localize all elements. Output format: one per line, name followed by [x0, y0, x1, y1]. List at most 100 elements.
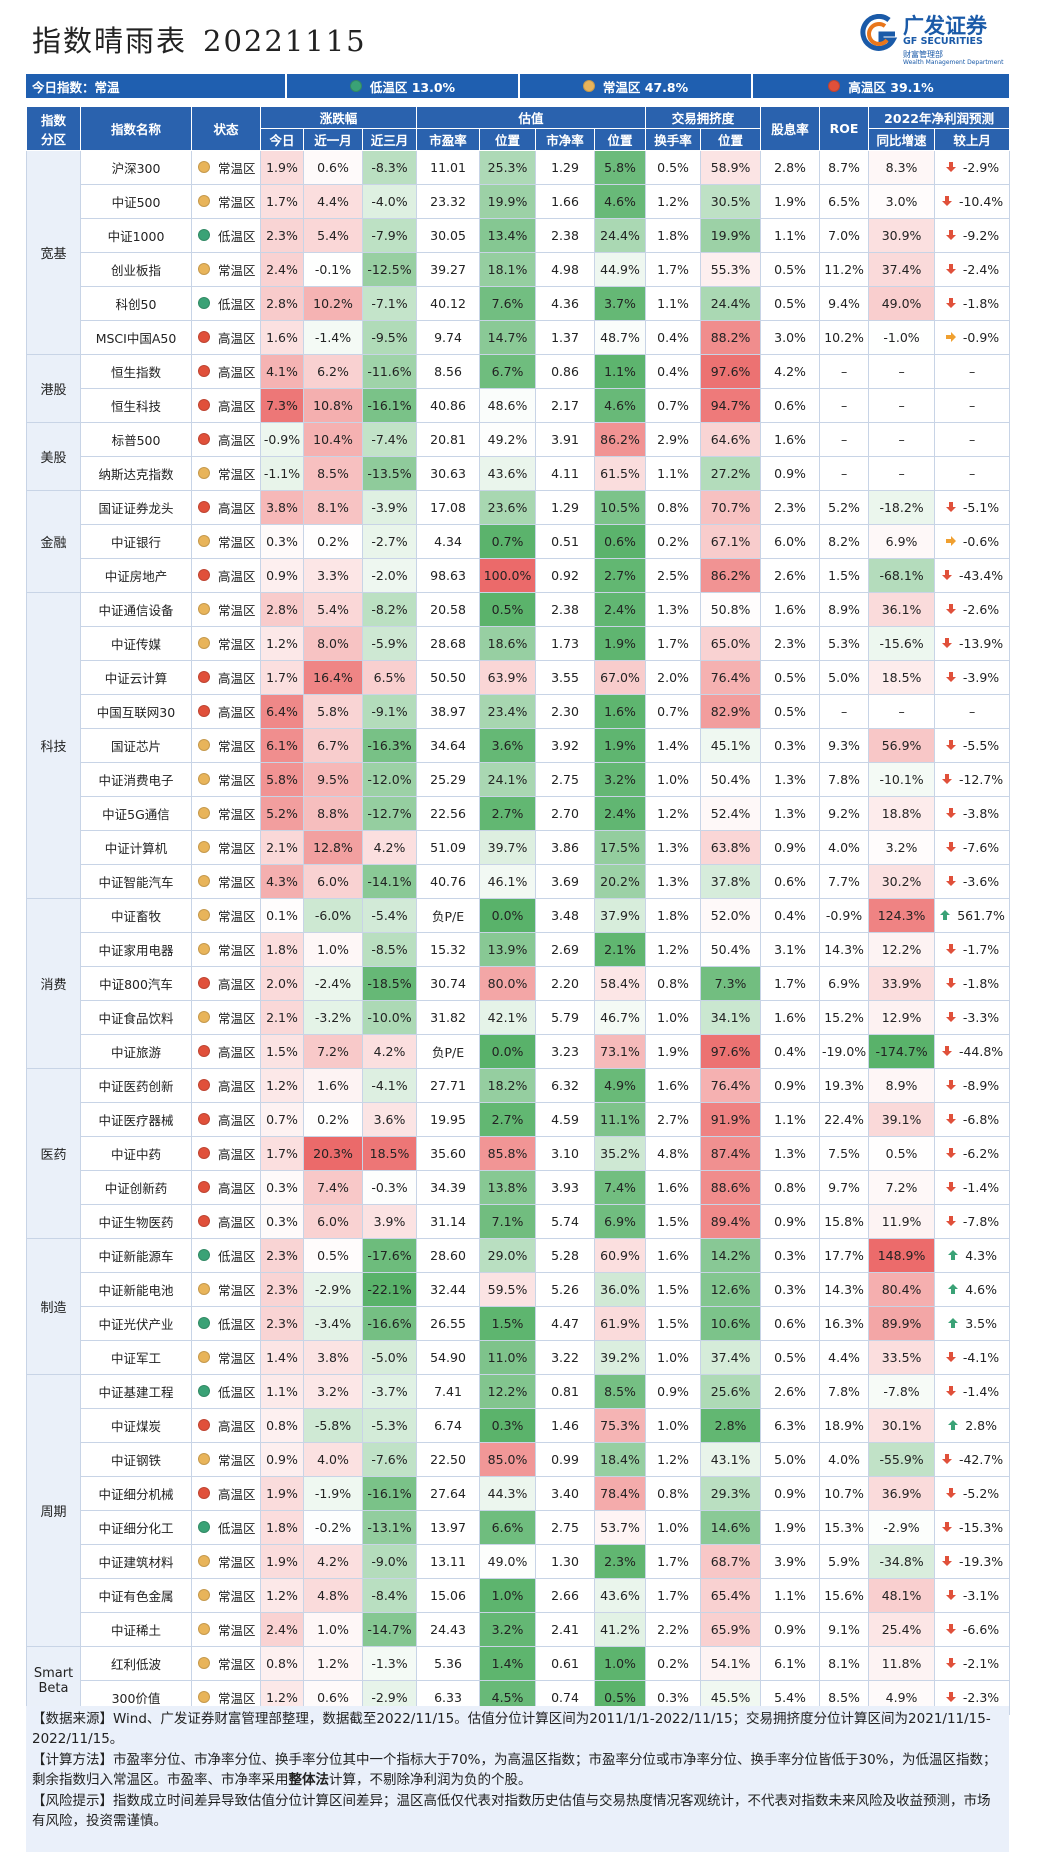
data-cell: 45.1%: [700, 728, 762, 763]
data-cell: 67.1%: [700, 524, 762, 559]
data-cell: 4.4%: [819, 1340, 870, 1375]
data-cell: -1.4%: [303, 320, 363, 355]
index-name: 中证有色金属: [80, 1578, 192, 1613]
data-cell: 6.6%: [479, 1510, 537, 1545]
status-text: 高温区: [218, 331, 256, 346]
data-cell: 0.3%: [760, 728, 821, 763]
index-name: 中证800汽车: [80, 966, 192, 1001]
data-cell: 15.2%: [819, 1000, 870, 1035]
data-cell: –: [819, 456, 870, 491]
status-dot: [198, 501, 210, 513]
data-cell: 2.7%: [645, 1102, 702, 1137]
mom-cell: –: [934, 388, 1011, 423]
table-row: 中证消费电子 常温区 5.8% 9.5% -12.0% 25.29 24.1% 2.75 3.2…: [27, 762, 1011, 797]
data-cell: 9.3%: [819, 728, 870, 763]
data-cell: 1.73: [535, 626, 596, 661]
data-cell: 1.0%: [645, 1340, 702, 1375]
data-cell: 2.0%: [645, 660, 702, 695]
data-cell: 0.4%: [760, 898, 821, 933]
note-text: 指数成立时间差异导致估值分位计算区间差异；温区高低仅代表对指数历史估值与交易热度…: [32, 1793, 991, 1829]
data-cell: 4.2%: [361, 1034, 418, 1069]
data-cell: 0.2%: [645, 524, 702, 559]
index-name: 中证军工: [80, 1340, 192, 1375]
cell-value: –: [968, 398, 976, 413]
mom-cell: -19.3%: [934, 1544, 1011, 1579]
data-cell: 48.1%: [868, 1578, 936, 1613]
index-name: 中证计算机: [80, 830, 192, 865]
data-cell: –: [819, 694, 870, 729]
data-cell: 0.81: [535, 1374, 596, 1409]
group-cell: 科技: [26, 592, 81, 899]
data-cell: 6.3%: [760, 1408, 821, 1443]
status-cell: 常温区: [191, 830, 261, 865]
data-cell: -3.7%: [361, 1374, 418, 1409]
data-cell: 2.3%: [260, 1238, 304, 1273]
data-cell: 39.7%: [479, 830, 537, 865]
data-cell: -8.3%: [361, 150, 418, 185]
data-cell: 3.0%: [868, 184, 936, 219]
status-cell: 常温区: [191, 626, 261, 661]
trend-icon: [945, 1182, 956, 1192]
data-cell: 63.8%: [700, 830, 762, 865]
data-cell: 1.3%: [645, 864, 702, 899]
mom-cell: -2.4%: [934, 252, 1011, 287]
data-cell: 35.60: [416, 1136, 481, 1171]
zone-label: 低温区 13.0%: [369, 79, 456, 95]
data-cell: 5.4%: [303, 218, 363, 253]
data-cell: 5.0%: [760, 1442, 821, 1477]
data-cell: 2.41: [535, 1612, 596, 1647]
status-cell: 常温区: [191, 592, 261, 627]
data-cell: 0.7%: [260, 1102, 304, 1137]
trend-icon: [941, 1454, 952, 1464]
data-cell: 0.8%: [260, 1408, 304, 1443]
data-cell: 54.1%: [700, 1646, 762, 1681]
note-label: 【计算方法】: [32, 1752, 113, 1768]
data-cell: -5.9%: [361, 626, 418, 661]
data-cell: 41.2%: [594, 1612, 647, 1647]
zone: 低温区 13.0%: [287, 74, 520, 98]
data-cell: 25.6%: [700, 1374, 762, 1409]
index-name: 恒生科技: [80, 388, 192, 423]
data-cell: 32.44: [416, 1272, 481, 1307]
table-row: 中证云计算 高温区 1.7% 16.4% 6.5% 50.50 63.9% 3.55 67.0%…: [27, 660, 1011, 695]
data-cell: 1.2%: [645, 932, 702, 967]
data-cell: 1.9%: [760, 1510, 821, 1545]
mom-cell: -1.8%: [934, 966, 1011, 1001]
data-cell: 0.51: [535, 524, 596, 559]
data-cell: -4.1%: [361, 1068, 418, 1103]
data-cell: 4.9%: [594, 1068, 647, 1103]
data-cell: 1.1%: [594, 354, 647, 389]
data-cell: 2.75: [535, 762, 596, 797]
status-cell: 高温区: [191, 422, 261, 457]
group-cell: 制造: [26, 1238, 81, 1375]
data-cell: 2.8%: [700, 1408, 762, 1443]
data-cell: 0.92: [535, 558, 596, 593]
header-cell: 位置: [700, 128, 762, 151]
data-cell: 11.2%: [819, 252, 870, 287]
data-cell: 3.10: [535, 1136, 596, 1171]
data-cell: 1.6%: [303, 1068, 363, 1103]
table-row: 港股 恒生指数 高温区 4.1% 6.2% -11.6% 8.56 6.7% 0.86 1.1% 0…: [26, 354, 1011, 423]
trend-icon: [945, 1488, 956, 1498]
status-cell: 高温区: [191, 1136, 261, 1171]
index-name: 中证创新药: [80, 1170, 192, 1205]
data-cell: 4.3%: [260, 864, 304, 899]
data-cell: 58.9%: [700, 150, 762, 185]
header-cell: 较上月: [934, 128, 1011, 151]
cell-value: -0.6%: [962, 534, 1000, 549]
data-cell: 0.5%: [479, 592, 537, 627]
data-cell: -14.1%: [361, 864, 418, 899]
cell-value: -3.3%: [962, 1010, 1000, 1025]
data-cell: -2.9%: [303, 1272, 363, 1307]
status-dot: [198, 603, 210, 615]
data-cell: 5.74: [535, 1204, 596, 1239]
header-cell: 市盈率: [416, 128, 481, 151]
cell-value: -1.8%: [962, 976, 1000, 991]
cell-value: 4.3%: [965, 1248, 997, 1263]
data-cell: 1.4%: [260, 1340, 304, 1375]
mom-cell: -4.1%: [934, 1340, 1011, 1375]
data-cell: 50.4%: [700, 762, 762, 797]
index-name: 中证新能源车: [80, 1238, 192, 1273]
data-cell: 11.1%: [594, 1102, 647, 1137]
mom-cell: 4.3%: [934, 1238, 1011, 1273]
